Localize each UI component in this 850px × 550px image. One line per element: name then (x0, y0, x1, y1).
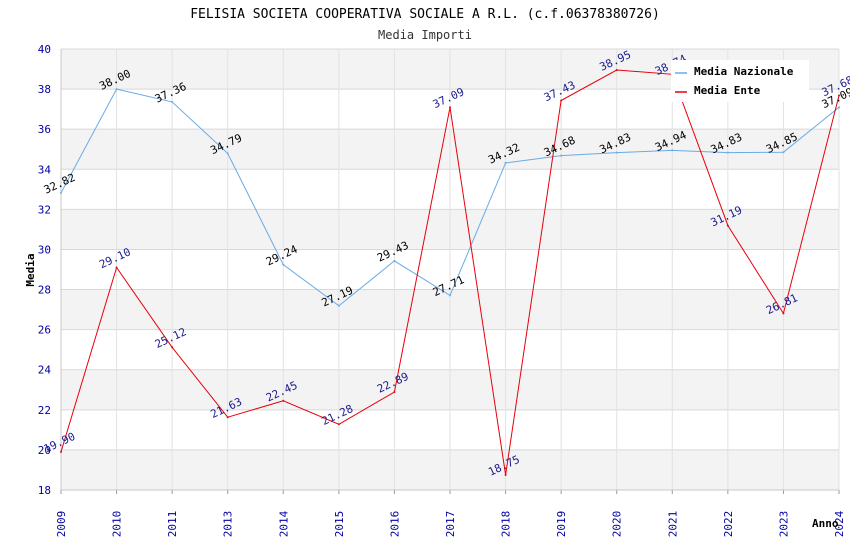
point-media-nazionale (115, 88, 118, 91)
point-media-ente (393, 390, 396, 393)
point-media-nazionale (60, 191, 62, 194)
point-media-nazionale (449, 294, 451, 297)
y-tick-label: 40 (38, 43, 51, 56)
x-tick-label: 2020 (611, 511, 624, 538)
point-media-ente (337, 423, 340, 426)
point-media-nazionale (838, 106, 840, 109)
x-tick-label: 2023 (777, 511, 790, 538)
y-tick-label: 24 (38, 364, 52, 377)
point-media-nazionale (615, 151, 618, 154)
chart-subtitle: Media Importi (378, 28, 472, 42)
x-tick-label: 2021 (666, 511, 679, 538)
point-media-ente (60, 450, 62, 453)
series-layer (60, 69, 840, 476)
y-tick-label: 30 (38, 243, 51, 256)
point-media-ente (171, 346, 174, 349)
point-media-ente (504, 473, 507, 476)
x-tick-label: 2010 (111, 511, 124, 538)
x-tick-label: 2022 (722, 511, 735, 538)
x-tick-label: 2009 (55, 511, 68, 538)
y-tick-label: 32 (38, 203, 51, 216)
point-media-ente (838, 94, 840, 97)
point-media-ente (615, 69, 618, 72)
point-media-ente (726, 224, 729, 227)
x-tick-label: 2016 (388, 511, 401, 538)
x-tick-label: 2019 (555, 511, 568, 538)
y-tick-label: 26 (38, 324, 51, 337)
chart-title: FELISIA SOCIETA COOPERATIVA SOCIALE A R.… (190, 7, 660, 22)
y-tick-label: 22 (38, 404, 51, 417)
point-media-nazionale (504, 161, 507, 164)
point-media-ente (226, 416, 229, 419)
point-media-ente (449, 106, 451, 109)
gridlines (60, 48, 840, 491)
point-media-nazionale (282, 263, 285, 266)
x-tick-label: 2024 (833, 510, 846, 537)
point-media-nazionale (782, 151, 785, 154)
point-media-nazionale (171, 100, 174, 103)
y-tick-label: 18 (38, 484, 51, 497)
legend-box (671, 60, 809, 102)
legend-label-nazionale: Media Nazionale (694, 65, 794, 78)
y-tick-label: 36 (38, 123, 51, 136)
point-media-nazionale (393, 259, 396, 262)
point-media-nazionale (560, 154, 563, 157)
x-tick-label: 2017 (444, 511, 457, 538)
x-axis-title: Anno (812, 517, 839, 530)
point-media-ente (282, 399, 285, 402)
point-media-nazionale (226, 152, 229, 155)
legend-label-ente: Media Ente (694, 84, 761, 97)
x-tick-label: 2011 (166, 511, 179, 538)
point-media-nazionale (726, 151, 729, 154)
y-tick-label: 20 (38, 444, 51, 457)
y-axis-title: Media (24, 253, 37, 286)
x-tick-label: 2014 (277, 510, 290, 537)
y-tick-label: 28 (38, 284, 51, 297)
point-media-ente (782, 312, 785, 315)
point-media-nazionale (337, 304, 340, 307)
y-tick-label: 34 (38, 163, 52, 176)
point-media-nazionale (671, 149, 674, 152)
point-media-ente (115, 266, 118, 269)
x-tick-label: 2013 (222, 511, 235, 538)
x-tick-label: 2015 (333, 511, 346, 538)
point-media-ente (560, 99, 563, 102)
y-tick-label: 38 (38, 83, 51, 96)
legend: Media Nazionale Media Ente (671, 60, 809, 102)
x-tick-label: 2018 (500, 511, 513, 538)
